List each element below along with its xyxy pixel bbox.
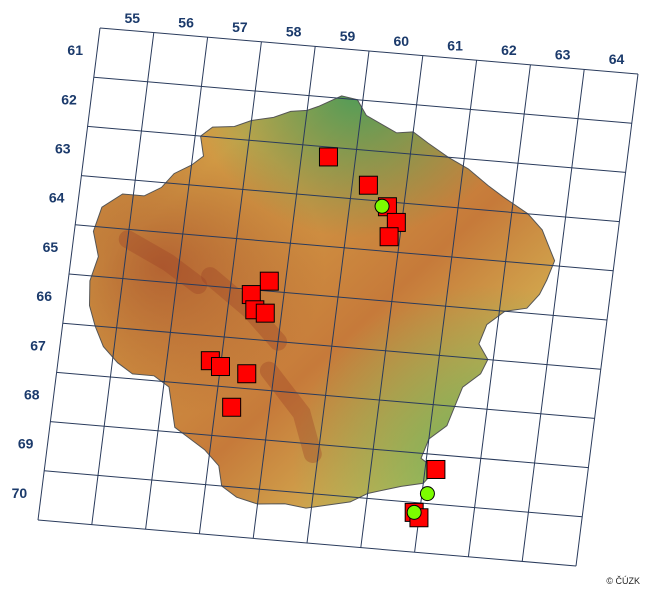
grid-line-horizontal (68, 273, 608, 321)
column-label: 64 (609, 51, 625, 67)
row-label: 70 (12, 485, 28, 501)
record-circle-marker (406, 504, 422, 520)
region-outline (88, 95, 556, 509)
row-label: 64 (49, 190, 65, 206)
column-label: 62 (501, 42, 517, 58)
grid-labels: 55 56 57 58 59 60 61 62 63 64 61 62 63 64 65 66 67 68 69 70 (12, 10, 625, 501)
column-label: 58 (286, 24, 302, 40)
grid-line-horizontal (81, 175, 620, 223)
grid-line-horizontal (44, 470, 583, 518)
record-square-marker (318, 147, 338, 167)
column-label: 60 (393, 33, 409, 49)
column-label: 55 (124, 10, 140, 26)
copyright-credit: © ČÚZK (606, 576, 640, 586)
grid-line-horizontal (93, 76, 632, 124)
record-square-marker (426, 459, 446, 479)
record-markers (200, 147, 446, 528)
row-label: 61 (67, 42, 83, 58)
record-square-marker (222, 397, 242, 417)
grid-line-horizontal (37, 519, 577, 567)
record-circle-marker (374, 198, 390, 214)
row-label: 65 (43, 239, 59, 255)
row-label: 62 (61, 91, 77, 107)
record-square-marker (379, 227, 399, 247)
column-label: 63 (555, 47, 571, 63)
row-label: 66 (36, 288, 52, 304)
column-label: 61 (447, 37, 463, 53)
grid-lines (37, 27, 639, 567)
record-square-marker (255, 303, 275, 323)
record-square-marker (237, 364, 257, 384)
row-label: 63 (55, 141, 71, 157)
record-square-marker (358, 175, 378, 195)
column-label: 59 (340, 28, 356, 44)
record-square-marker (259, 271, 279, 291)
record-square-marker (210, 357, 230, 377)
row-label: 69 (18, 436, 34, 452)
grid-line-horizontal (99, 27, 639, 75)
row-label: 67 (30, 337, 46, 353)
row-label: 68 (24, 387, 40, 403)
grid-line-horizontal (62, 322, 601, 370)
column-label: 57 (232, 19, 248, 35)
grid-line-horizontal (75, 224, 614, 272)
grid-line-horizontal (50, 421, 589, 469)
grid-line-horizontal (87, 125, 626, 173)
grid-line-horizontal (56, 371, 595, 419)
record-circle-marker (419, 486, 435, 502)
column-label: 56 (178, 14, 194, 30)
